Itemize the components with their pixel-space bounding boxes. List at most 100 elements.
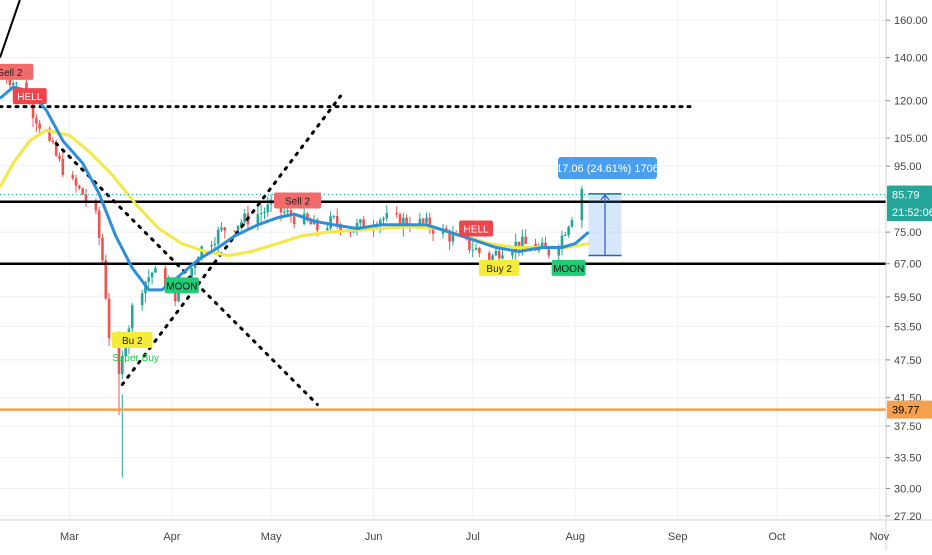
candle <box>540 237 544 248</box>
candle-body <box>362 219 365 230</box>
y-tick-label: 105.00 <box>894 133 928 145</box>
signal-badge: HELL <box>459 220 494 237</box>
candle <box>560 230 564 256</box>
candle-body <box>316 219 319 231</box>
candle-body <box>395 213 399 215</box>
candle-body <box>385 213 389 219</box>
candle-body <box>286 210 289 212</box>
x-tick-label: Jul <box>466 531 480 543</box>
candle-body <box>382 218 385 221</box>
candle-body <box>332 216 336 218</box>
candle-body <box>448 232 451 242</box>
price-label-text: 85.79 <box>892 190 920 202</box>
candle-body <box>213 243 217 246</box>
price-label: 85.79 <box>887 185 932 204</box>
candle-body <box>216 229 220 244</box>
candle-body <box>557 246 561 256</box>
price-label: 21:52:06 <box>887 203 932 222</box>
candle-body <box>292 216 296 225</box>
price-axis-panel <box>886 0 932 550</box>
x-tick-label: Mar <box>60 531 79 543</box>
candle-body <box>97 210 101 238</box>
candle-body <box>31 103 35 119</box>
y-tick-label: 140.00 <box>894 53 928 65</box>
candle <box>474 243 478 251</box>
candle-body <box>329 216 332 229</box>
candle-body <box>11 82 15 85</box>
candle <box>78 184 81 191</box>
candle-body <box>163 268 167 287</box>
candle-body <box>147 277 151 282</box>
candle <box>35 114 38 133</box>
signal-label: Bu 2 <box>122 336 143 347</box>
candle <box>210 240 213 251</box>
candle <box>478 246 481 258</box>
candle-body <box>471 249 475 251</box>
signal-label: HELL <box>464 224 489 235</box>
signal-badge: Sell 2 <box>0 63 34 80</box>
measure-tooltip: 17.06 (24.61%) 1706 <box>556 157 659 179</box>
y-tick-label: 67.00 <box>894 259 922 271</box>
signal-label: Sell 2 <box>285 196 310 207</box>
y-tick-label: 53.50 <box>894 322 922 334</box>
candle <box>332 214 336 220</box>
candle <box>359 218 362 227</box>
x-tick-label: Nov <box>870 531 890 543</box>
candle-body <box>501 255 504 259</box>
x-tick-label: Apr <box>163 531 180 543</box>
candle-body <box>263 211 266 214</box>
candle-body <box>431 228 435 234</box>
candle <box>51 136 55 145</box>
candle-body <box>547 247 551 256</box>
candle <box>38 119 41 134</box>
candle-body <box>425 217 428 223</box>
candle-body <box>418 218 422 227</box>
y-tick-label: 30.00 <box>894 483 922 495</box>
candle-body <box>223 227 227 231</box>
candle-body <box>117 338 121 375</box>
candle <box>451 225 455 246</box>
candle-body <box>140 293 144 306</box>
price-label-bg <box>887 203 932 222</box>
candle-body <box>48 128 51 141</box>
x-tick-label: Sep <box>668 531 688 543</box>
candle-body <box>491 255 494 263</box>
candle-body <box>130 305 134 329</box>
candle <box>567 225 570 239</box>
x-tick-label: Oct <box>768 531 785 543</box>
price-label-bg <box>887 400 932 419</box>
candle <box>84 188 88 207</box>
candle <box>101 234 104 263</box>
dotted-trendline <box>54 141 319 407</box>
signal-badge: Bu 2 <box>111 332 153 349</box>
candle-body <box>560 235 564 247</box>
candle <box>233 230 237 233</box>
candle-body <box>54 142 58 156</box>
candle-body <box>521 236 524 249</box>
candle-body <box>567 226 570 235</box>
candle-body <box>306 213 309 221</box>
candle <box>107 292 111 346</box>
candle-body <box>402 217 405 228</box>
candle-body <box>51 140 55 143</box>
signal-badge: Sell 2 <box>274 192 322 209</box>
candle-body <box>220 227 223 230</box>
candle-body <box>398 214 402 228</box>
candle <box>243 208 246 226</box>
signal-label: Buy 2 <box>486 264 512 275</box>
candle-body <box>468 238 471 250</box>
candle <box>104 254 108 300</box>
candle-body <box>378 220 382 227</box>
x-tick-label: May <box>261 531 282 543</box>
candle-body <box>511 251 514 256</box>
candle-body <box>266 204 270 212</box>
candle <box>259 204 263 223</box>
candle-body <box>524 236 527 245</box>
candle-body <box>58 155 61 159</box>
candle-body <box>478 248 481 253</box>
candle-body <box>94 201 98 211</box>
signal-badge-bg <box>164 277 199 294</box>
